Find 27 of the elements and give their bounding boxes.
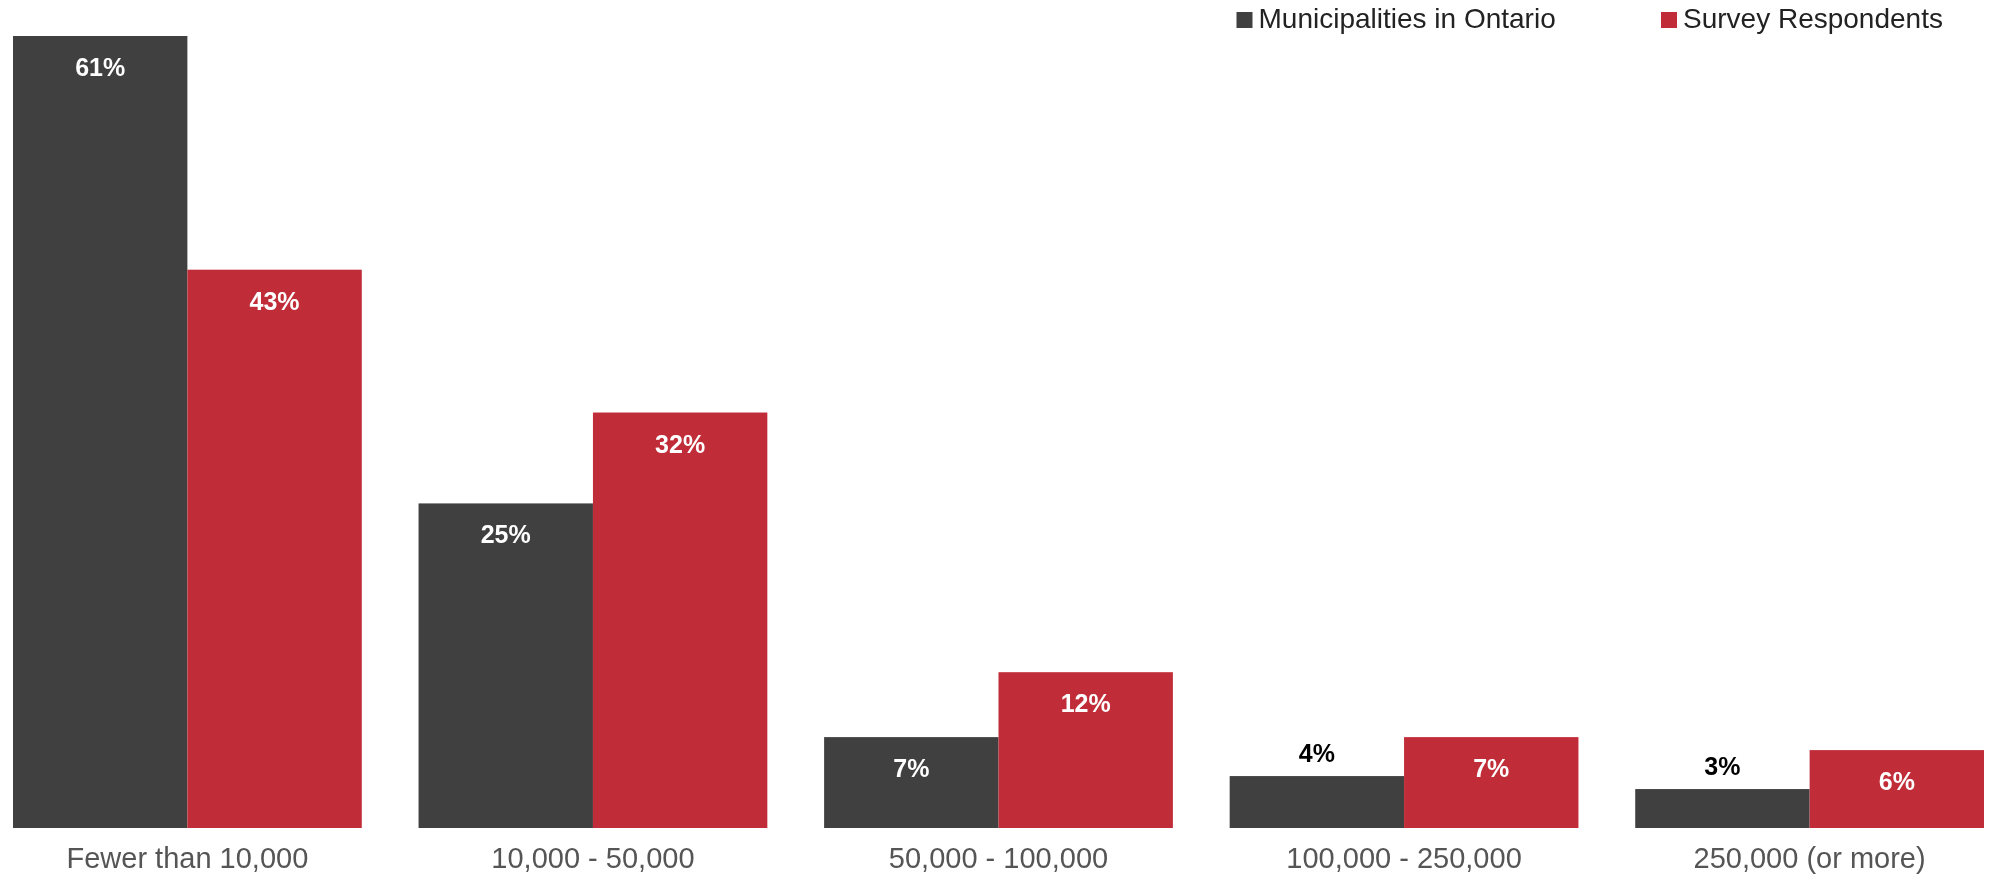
- data-label: 4%: [1298, 739, 1335, 768]
- bar: [13, 36, 188, 828]
- x-tick-label: 100,000 - 250,000: [1286, 842, 1522, 874]
- bar: [418, 503, 593, 828]
- x-tick-label: 10,000 - 50,000: [491, 842, 695, 874]
- data-label: 7%: [893, 754, 930, 783]
- data-label: 3%: [1704, 752, 1741, 781]
- bar: [1635, 789, 1810, 828]
- data-label: 43%: [249, 286, 300, 315]
- x-tick-label: 50,000 - 100,000: [888, 842, 1109, 874]
- bar: [1404, 737, 1579, 828]
- data-label: 32%: [655, 429, 706, 458]
- bar: [187, 269, 362, 828]
- data-label: 7%: [1473, 754, 1510, 783]
- bar: [998, 672, 1173, 828]
- bar: [592, 412, 768, 828]
- bar: [1229, 776, 1405, 828]
- data-label: 61%: [75, 53, 126, 81]
- bar: [824, 737, 999, 828]
- bar: [1809, 750, 1984, 828]
- legend-label: Survey Respondents: [1683, 3, 1943, 34]
- x-tick-label: 250,000 (or more): [1693, 842, 1926, 874]
- x-tick-label: Fewer than 10,000: [66, 842, 309, 874]
- data-label: 6%: [1878, 767, 1915, 796]
- data-label: 12%: [1060, 689, 1111, 718]
- data-label: 25%: [480, 520, 531, 549]
- legend-label: Municipalities in Ontario: [1258, 3, 1556, 34]
